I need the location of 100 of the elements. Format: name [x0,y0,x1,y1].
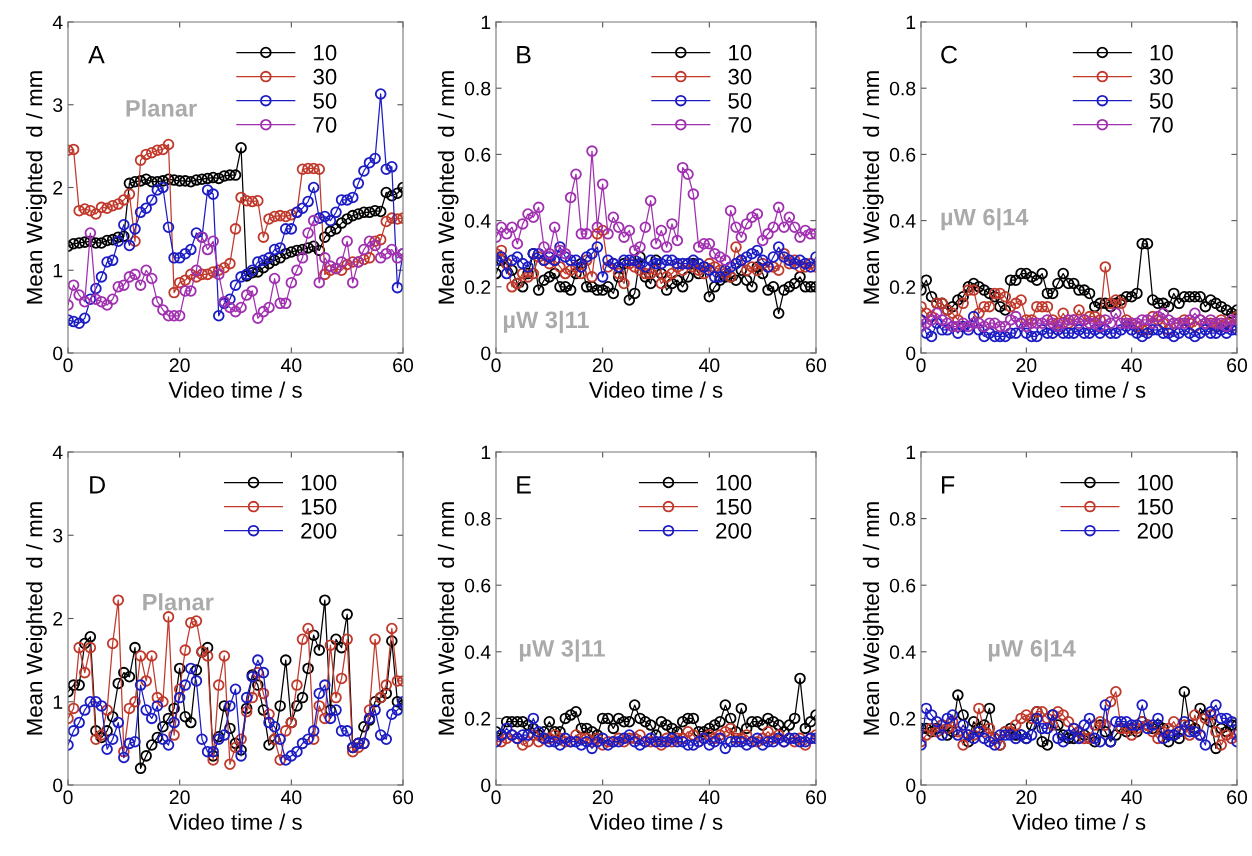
legend-label: 70 [728,116,752,133]
y-tick-label: 1 [906,15,916,30]
x-axis-title: Video time / s [168,381,302,398]
legend-label: 200 [716,522,752,539]
x-tick-label: 0 [63,790,73,805]
annotation: F [942,476,955,494]
x-tick-label: 60 [1227,358,1248,373]
y-tick-label: 0.4 [889,645,916,660]
x-tick-label: 40 [1121,358,1142,373]
annotation: B [517,46,531,64]
y-tick-label: 4 [52,15,63,30]
x-axis-title: Video time / s [1011,381,1146,398]
y-tick-label: 0.4 [464,214,491,228]
legend-label: 100 [301,474,337,491]
annotation: µW 6|14 [941,208,1029,231]
annotation: Planar [143,593,214,611]
x-tick-label: 60 [806,790,827,805]
x-axis-title: Video time / s [588,813,723,830]
y-axis-title: Mean Weighted d / mm [437,71,459,304]
legend-label: 30 [313,68,337,85]
x-tick-label: 20 [592,358,613,373]
y-axis-title: Mean Weighted d / mm [862,502,884,735]
legend-label: 10 [1150,44,1173,61]
legend-label: 150 [716,498,752,515]
legend-label: 200 [1137,522,1173,539]
annotation: Planar [126,99,197,117]
x-tick-label: 0 [63,358,73,373]
annotation: A [88,46,105,64]
annotation: D [90,476,105,494]
x-tick-label: 40 [280,790,302,805]
y-tick-label: 0.6 [464,147,491,162]
x-tick-label: 0 [491,358,501,373]
x-tick-label: 20 [169,358,190,373]
y-tick-label: 3 [53,528,63,543]
y-tick-label: 1 [53,695,63,709]
annotation: µW 3|11 [503,310,589,334]
x-tick-label: 20 [1016,790,1037,805]
y-tick-label: 0 [481,778,491,793]
legend-label: 30 [728,68,752,85]
annotation: µW 3|11 [519,639,605,662]
x-tick-label: 20 [592,790,613,805]
y-tick-label: 0.2 [464,280,491,295]
legend-label: 200 [301,522,337,539]
annotation: µW 6|14 [988,639,1076,662]
x-tick-label: 60 [393,790,414,805]
annotation: C [941,45,958,64]
x-tick-label: 40 [698,358,720,373]
y-tick-label: 0.8 [464,512,491,526]
legend-label: 150 [301,498,337,515]
y-tick-label: 0 [53,346,63,361]
x-tick-label: 40 [698,790,720,805]
y-axis-title: Mean Weighted d / mm [26,71,47,304]
legend-label: 70 [313,116,337,133]
y-tick-label: 0.8 [889,512,916,526]
y-tick-label: 1 [481,15,491,30]
y-tick-label: 0.8 [464,81,491,96]
legend-label: 100 [1138,474,1173,491]
y-axis-title: Mean Weighted d / mm [862,71,884,304]
x-tick-label: 60 [1227,790,1248,805]
x-tick-label: 20 [169,790,190,805]
y-tick-label: 0.6 [889,147,916,162]
y-tick-label: 2 [53,180,63,195]
y-tick-label: 0.2 [889,711,916,726]
y-tick-label: 0.6 [464,578,491,593]
x-tick-label: 60 [393,358,414,373]
y-tick-label: 1 [53,263,63,278]
y-tick-label: 0.6 [889,578,916,593]
y-tick-label: 0.4 [889,214,916,228]
x-tick-label: 20 [1016,358,1037,373]
x-tick-label: 60 [806,358,827,373]
y-tick-label: 0.8 [889,81,916,96]
y-tick-label: 0.2 [889,280,916,295]
x-tick-label: 40 [1121,790,1142,805]
y-tick-label: 0.4 [464,645,491,660]
y-axis-title: Mean Weighted d / mm [437,502,459,735]
legend-label: 50 [313,92,337,109]
x-axis-title: Video time / s [588,381,723,398]
y-axis-title: Mean Weighted d / mm [26,502,47,735]
x-axis-title: Video time / s [168,813,302,830]
legend-label: 100 [716,474,752,491]
legend-label: 10 [729,44,752,61]
y-tick-label: 0 [53,778,63,793]
y-tick-label: 1 [481,445,491,460]
legend-label: 150 [1138,498,1173,515]
y-tick-label: 1 [906,445,916,460]
annotation: E [517,476,531,494]
x-tick-label: 0 [916,790,926,805]
y-tick-label: 4 [52,445,63,460]
legend-label: 10 [314,44,337,61]
legend-label: 70 [1150,116,1173,133]
y-tick-label: 3 [53,98,63,112]
x-tick-label: 0 [491,790,501,805]
y-tick-label: 0.2 [464,711,491,726]
y-tick-label: 2 [53,611,63,626]
x-tick-label: 0 [916,358,926,373]
legend-label: 50 [728,92,752,109]
y-tick-label: 0 [906,778,916,793]
x-tick-label: 40 [280,358,302,373]
y-tick-label: 0 [906,346,916,361]
legend-label: 30 [1149,68,1173,85]
